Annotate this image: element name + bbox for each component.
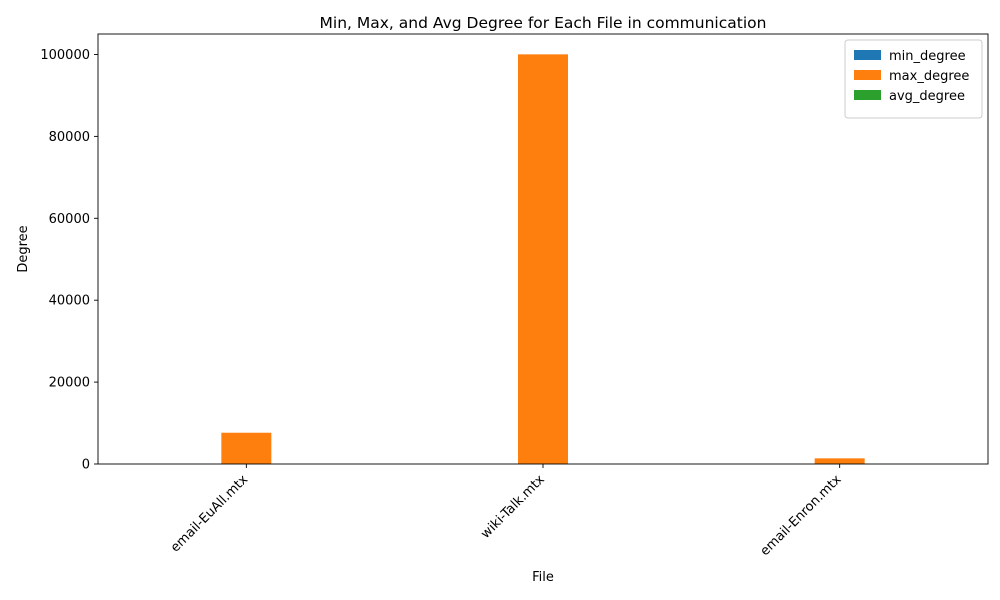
legend-label-max-degree: max_degree (889, 69, 969, 84)
x-axis-label: File (532, 570, 554, 585)
x-tick-label-1: wiki-Talk.mtx (478, 472, 548, 542)
legend-label-avg-degree: avg_degree (889, 89, 965, 104)
legend: min_degree max_degree avg_degree (844, 39, 983, 119)
y-tick-label-4: 80000 (49, 130, 90, 145)
legend-swatch-avg-degree (854, 90, 881, 100)
plot-area (97, 33, 989, 465)
legend-swatch-min-degree (854, 50, 881, 60)
y-tick-label-1: 20000 (49, 376, 90, 391)
legend-swatch-max-degree (854, 70, 881, 80)
y-tick-label-2: 40000 (49, 294, 90, 309)
y-axis-label: Degree (16, 225, 31, 272)
bar-max-degree-0 (221, 432, 272, 464)
legend-label-min-degree: min_degree (889, 49, 966, 64)
y-axis: 0 20000 40000 60000 80000 100000 (40, 48, 98, 473)
y-tick-label-3: 60000 (49, 212, 90, 227)
bar-max-degree-2 (814, 458, 865, 464)
x-tick-label-0: email-EuAll.mtx (168, 472, 251, 555)
x-tick-label-2: email-Enron.mtx (758, 472, 845, 559)
x-axis: email-EuAll.mtx wiki-Talk.mtx email-Enron.… (168, 464, 845, 559)
bar-max-degree-1 (518, 54, 568, 465)
y-tick-label-0: 0 (82, 458, 90, 473)
chart-title: Min, Max, and Avg Degree for Each File i… (320, 14, 767, 32)
y-tick-label-5: 100000 (40, 48, 90, 63)
